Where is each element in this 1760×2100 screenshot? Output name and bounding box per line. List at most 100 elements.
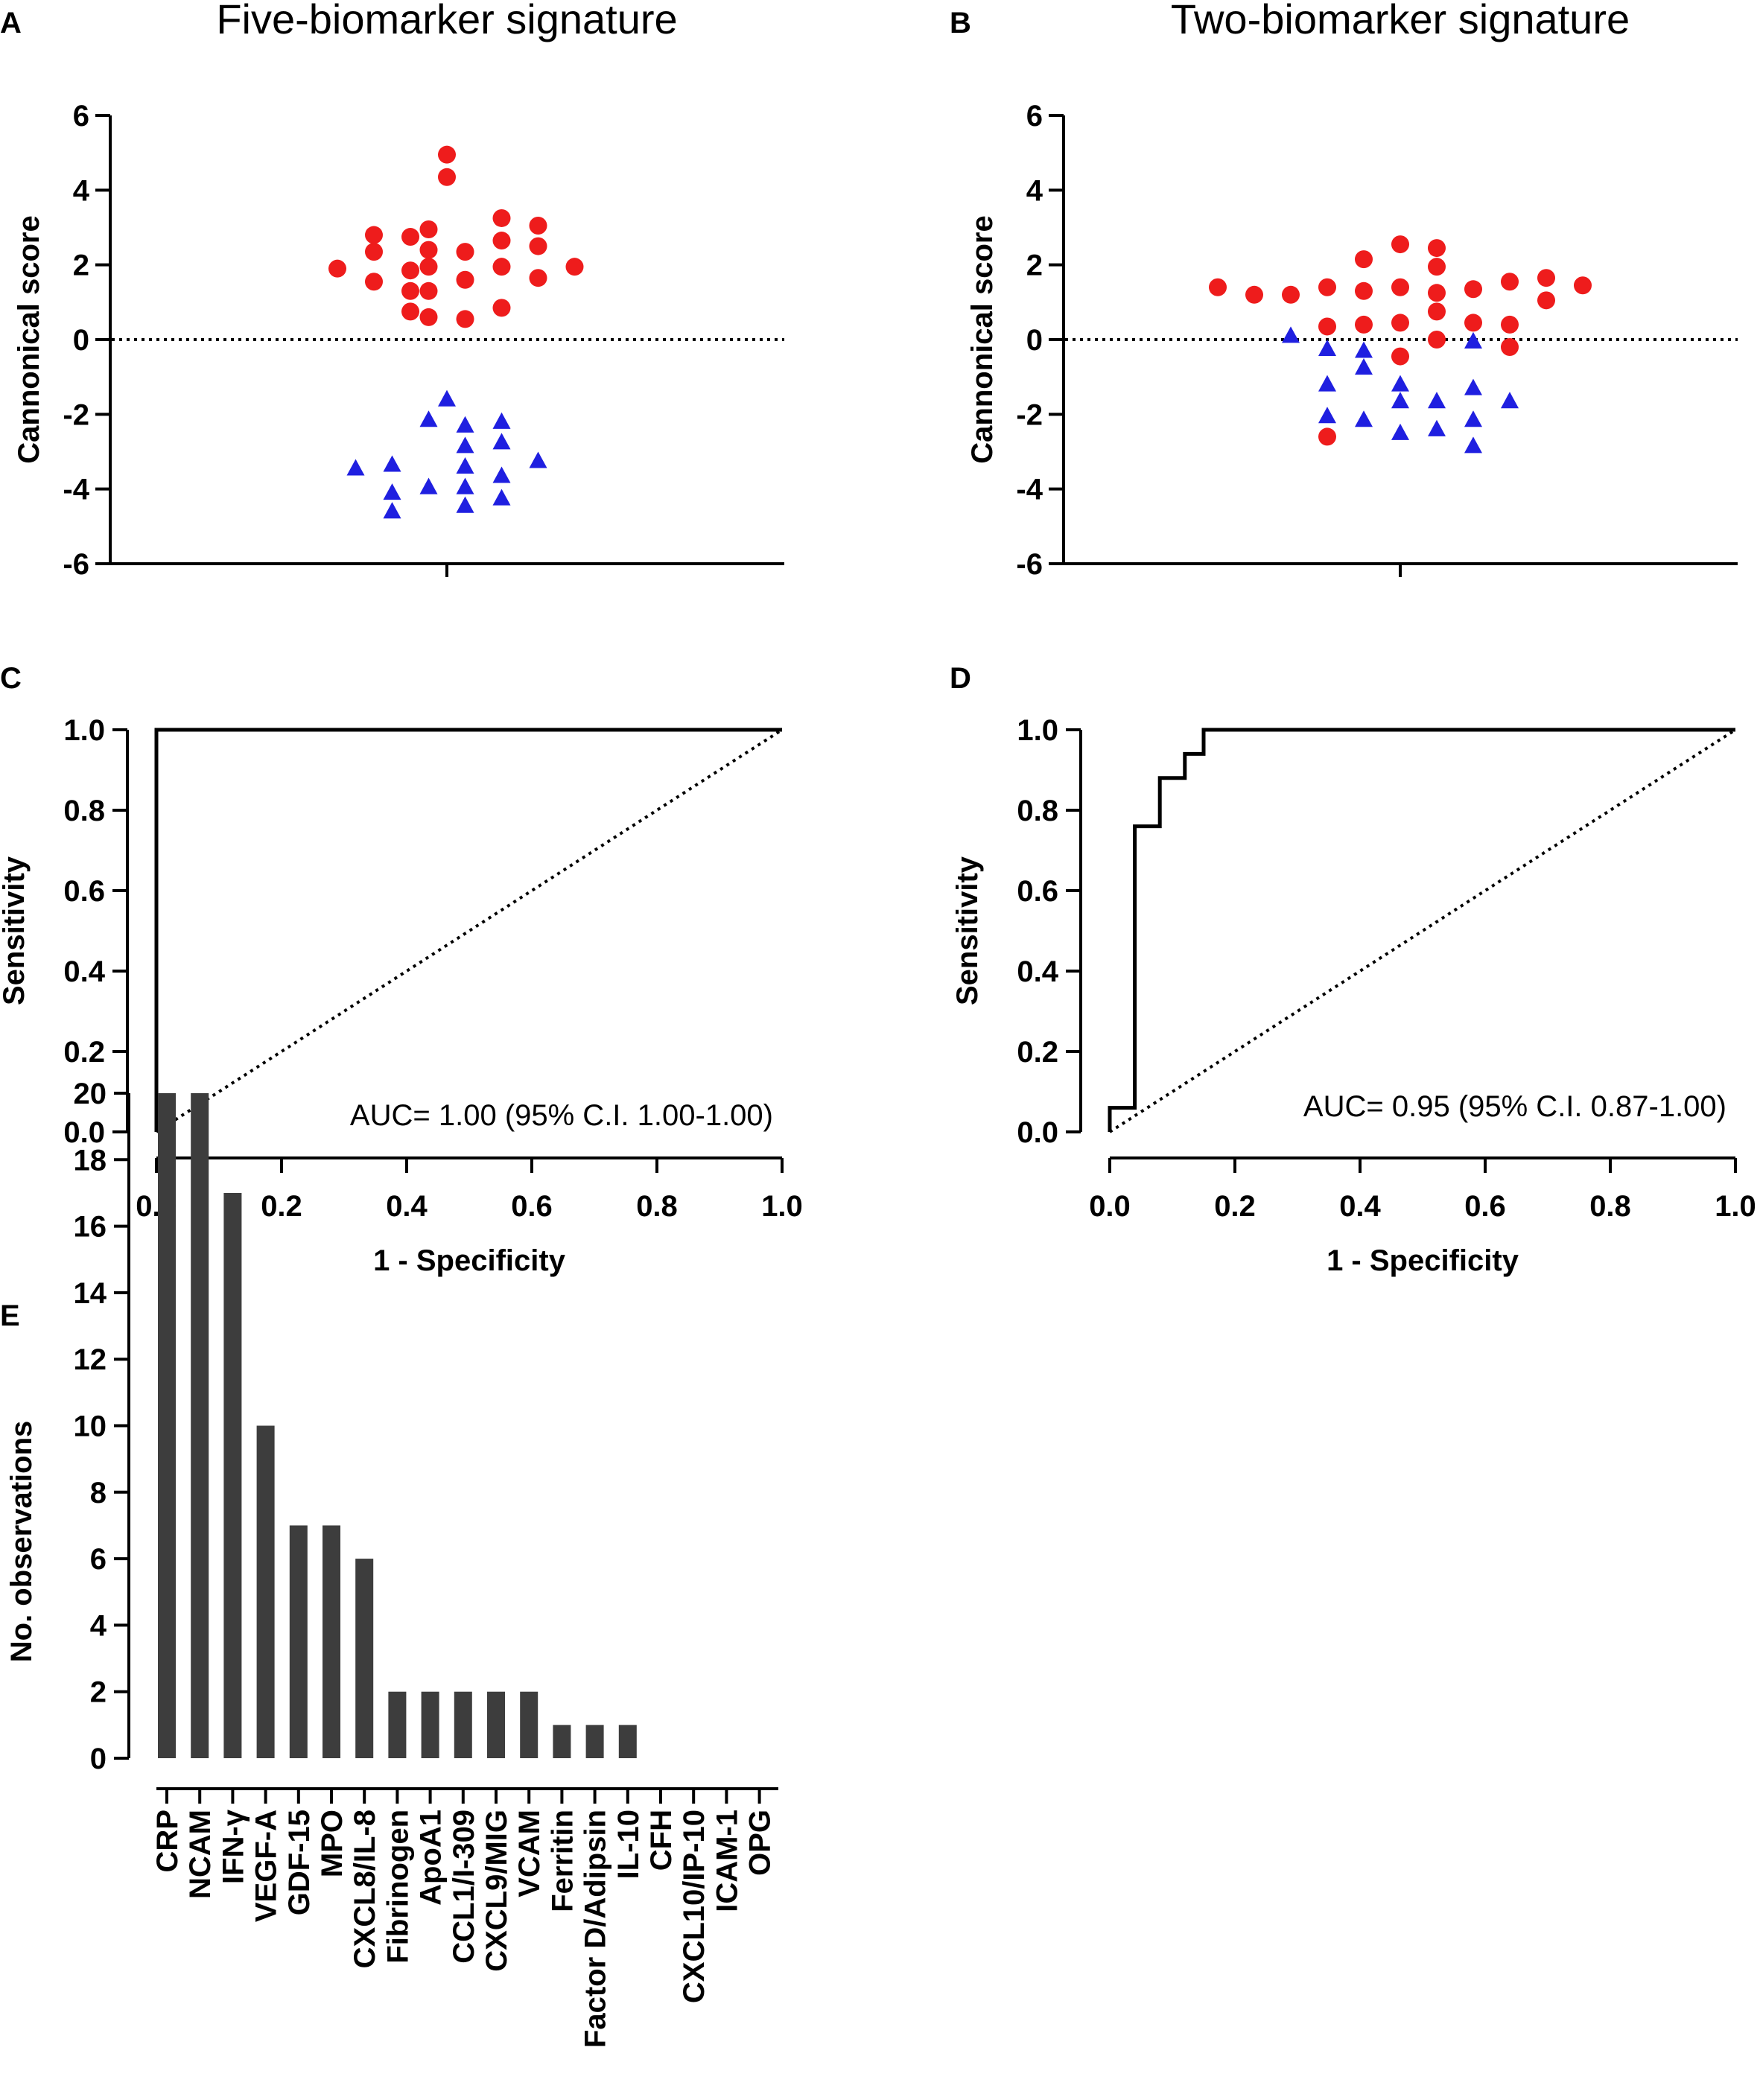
- panel-e-bar: [585, 1725, 604, 1758]
- panel-e-x-tick-label: IFN-γ: [217, 1809, 250, 1884]
- panel-e-x-tick-label: VCAM: [513, 1810, 546, 1897]
- panel-a-y-tick-label: -4: [63, 474, 89, 506]
- panel-e-y-tick-label: 16: [74, 1211, 107, 1244]
- panel-b-red-point: [1428, 302, 1446, 321]
- panel-b-red-point: [1501, 273, 1519, 291]
- panel-c-chart: AUC= 1.00 (95% C.I. 1.00-1.00) 1 - Speci…: [0, 714, 803, 1277]
- panel-e-bar: [223, 1192, 242, 1758]
- panel-b-blue-point: [1428, 419, 1446, 436]
- panel-e-bar: [487, 1691, 505, 1758]
- panel-a-red-point: [365, 273, 383, 291]
- panel-b-red-point: [1428, 284, 1446, 302]
- panel-a-red-point: [492, 258, 511, 276]
- panel-b-red-point: [1391, 347, 1409, 366]
- panel-d-roc-curve: [1108, 728, 1735, 1132]
- panel-d-x-tick-label: 0.0: [1089, 1190, 1131, 1223]
- panel-b-red-point: [1537, 269, 1555, 287]
- panel-b-blue-point: [1355, 358, 1373, 375]
- panel-d-auc-annotation: AUC= 0.95 (95% C.I. 0.87-1.00): [1303, 1090, 1726, 1123]
- panel-d-x-tick-label: 0.6: [1464, 1190, 1506, 1223]
- panel-e-bar: [289, 1525, 308, 1758]
- panel-e-bar: [618, 1725, 637, 1758]
- panel-a-blue-point: [492, 466, 511, 483]
- panel-c-y-tick-label: 0.4: [63, 955, 105, 988]
- panel-d-x-tick-label: 0.2: [1214, 1190, 1256, 1223]
- panel-c-y-tick-label: 0.6: [63, 875, 105, 908]
- panel-b-red-point: [1501, 315, 1519, 334]
- panel-b-red-point: [1355, 250, 1373, 269]
- panel-e-bar: [323, 1525, 340, 1758]
- panel-e-bar: [191, 1093, 209, 1758]
- panel-b-y-tick-label: -6: [1016, 548, 1043, 581]
- panel-e-y-tick-label: 20: [74, 1078, 107, 1110]
- panel-letter-d: D: [950, 662, 971, 695]
- panel-a-red-point: [438, 145, 456, 164]
- panel-b-y-tick-label: 4: [1026, 174, 1043, 207]
- panel-b-red-point: [1428, 331, 1446, 349]
- panel-a-red-point: [419, 308, 438, 326]
- panel-c-y-tick-label: 1.0: [63, 714, 105, 747]
- panel-e-x-tick-label: CCL1/I-309: [448, 1810, 480, 1964]
- panel-e-x-tick-label: CXCL10/IP-10: [678, 1810, 711, 2003]
- panel-d-y-tick-label: 0.2: [1017, 1036, 1058, 1069]
- panel-e-x-tick-label: CXCL9/MIG: [480, 1810, 513, 1972]
- panel-a-title: Five-biomarker signature: [216, 0, 677, 42]
- panel-a-y-tick-label: 0: [73, 324, 89, 357]
- panel-e-bar: [454, 1691, 472, 1758]
- panel-a-red-point: [401, 302, 419, 321]
- panel-d-reference-line: [1108, 728, 1737, 1133]
- panel-c-x-tick-label: 1.0: [761, 1190, 803, 1223]
- panel-a-blue-point: [456, 436, 474, 454]
- panel-c-x-tick-label: 0.4: [386, 1190, 428, 1223]
- panel-b-blue-point: [1464, 331, 1482, 349]
- panel-a-red-point: [365, 243, 383, 261]
- panel-e-x-tick-label: Ferritin: [546, 1810, 579, 1912]
- panel-e-chart: No. observations 0 2 4 6 8 10 12 14 16 18 20 CRP NC…: [5, 1078, 778, 2048]
- panel-a-red-point: [401, 261, 419, 280]
- panel-a-chart: Cannonical score -6 -4 -2 0 2 4 6: [13, 100, 784, 581]
- panel-b-blue-point: [1464, 410, 1482, 427]
- panel-b-red-point: [1501, 338, 1519, 357]
- panel-b-red-point: [1209, 278, 1227, 296]
- panel-e-y-tick-label: 8: [90, 1477, 107, 1509]
- panel-b-blue-point: [1318, 339, 1336, 356]
- panel-e-x-tick-label: GDF-15: [283, 1810, 316, 1915]
- panel-e-y-tick-label: 0: [90, 1743, 107, 1775]
- panel-a-blue-point: [383, 483, 401, 500]
- panel-a-blue-point: [492, 433, 511, 450]
- panel-b-blue-point: [1355, 410, 1373, 427]
- panel-d-chart: AUC= 0.95 (95% C.I. 0.87-1.00) 1 - Speci…: [951, 714, 1756, 1277]
- panel-a-red-point: [456, 270, 474, 289]
- panel-b-red-point: [1318, 317, 1336, 336]
- panel-letter-c: C: [0, 662, 22, 695]
- panel-a-red-point: [401, 228, 419, 246]
- panel-c-x-tick-label: 0.8: [636, 1190, 678, 1223]
- panel-letter-e: E: [0, 1299, 20, 1332]
- panel-e-bar: [520, 1691, 539, 1758]
- panel-e-bar: [388, 1691, 407, 1758]
- panel-d-x-title: 1 - Specificity: [1327, 1244, 1519, 1277]
- panel-d-y-tick-label: 0.4: [1017, 955, 1058, 988]
- panel-b-blue-point: [1464, 378, 1482, 395]
- panel-e-x-tick-label: IL-10: [612, 1810, 645, 1879]
- panel-a-red-point: [419, 258, 438, 276]
- panel-e-bar: [553, 1725, 571, 1758]
- panel-b-blue-point: [1501, 392, 1519, 409]
- panel-b-blue-point: [1391, 375, 1409, 392]
- panel-a-y-tick-label: 2: [73, 249, 89, 282]
- panel-e-x-tick-label: NCAM: [184, 1810, 217, 1899]
- panel-e-y-tick-label: 18: [74, 1144, 107, 1177]
- panel-b-red-point: [1574, 276, 1592, 295]
- panel-b-y-tick-label: 6: [1026, 100, 1043, 133]
- panel-a-blue-point: [456, 416, 474, 433]
- panel-e-y-tick-label: 14: [74, 1277, 107, 1310]
- panel-b-blue-point: [1318, 407, 1336, 424]
- panel-a-red-point: [419, 220, 438, 239]
- panel-b-blue-point: [1464, 436, 1482, 454]
- panel-c-x-tick-label: 0.2: [261, 1190, 302, 1223]
- panel-d-x-tick-label: 0.4: [1339, 1190, 1381, 1223]
- panel-c-roc-curve: [154, 728, 782, 1132]
- panel-a-red-point: [492, 299, 511, 317]
- panel-a-blue-point: [456, 496, 474, 513]
